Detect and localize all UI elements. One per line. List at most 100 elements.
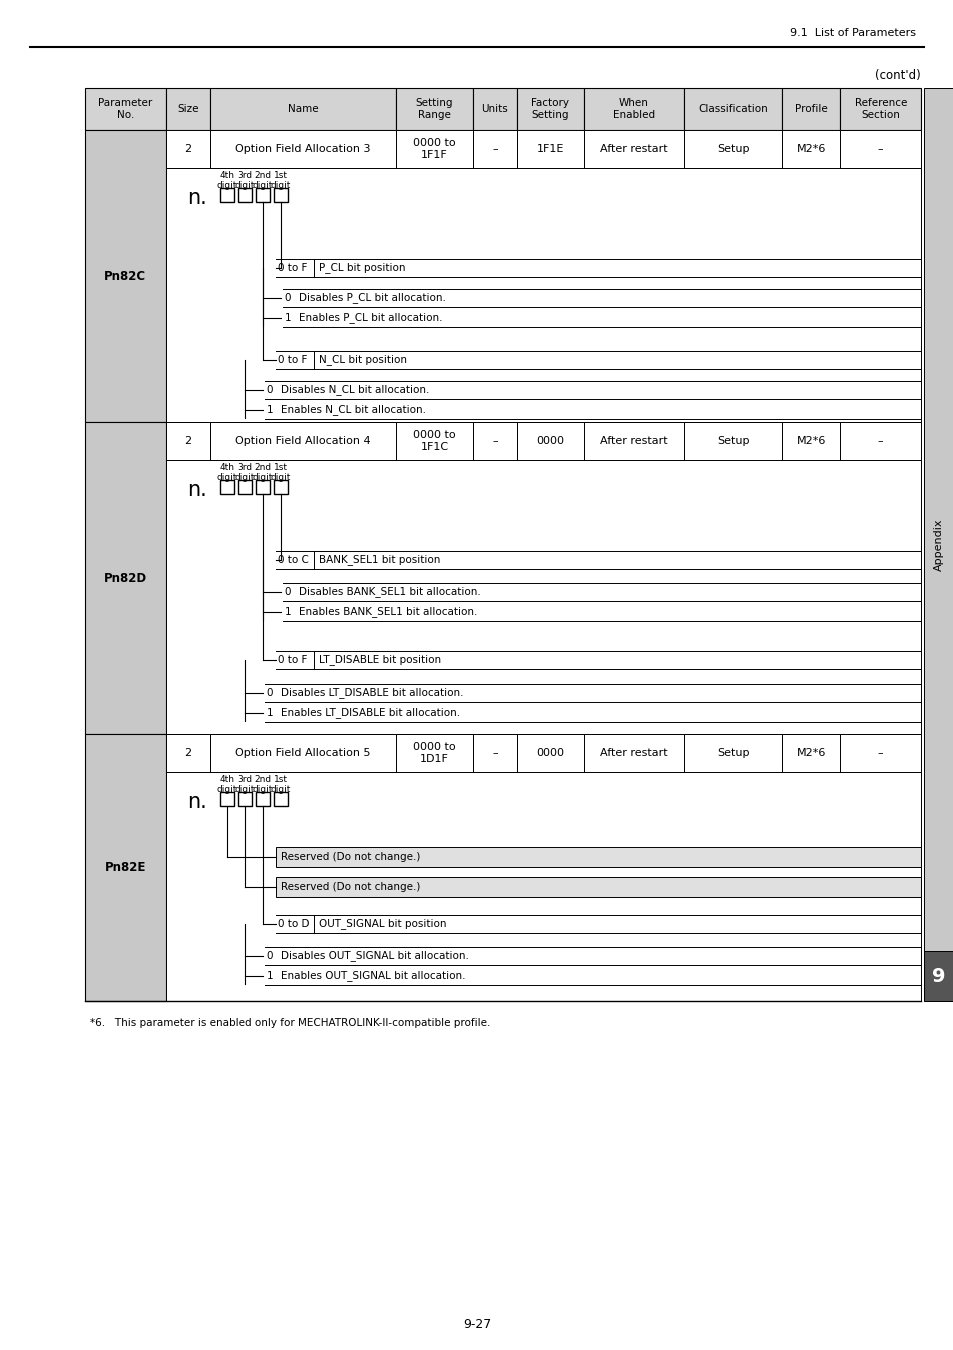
Text: Disables OUT_SIGNAL bit allocation.: Disables OUT_SIGNAL bit allocation. — [280, 950, 468, 961]
Text: Disables BANK_SEL1 bit allocation.: Disables BANK_SEL1 bit allocation. — [298, 586, 479, 598]
Text: 0 to D: 0 to D — [277, 919, 309, 929]
Bar — [923, 88, 953, 1000]
Bar — [583, 88, 683, 130]
Bar — [473, 130, 517, 167]
Bar — [275, 878, 920, 896]
Text: 1F1E: 1F1E — [537, 144, 563, 154]
Text: digit: digit — [270, 181, 291, 190]
Bar — [840, 88, 920, 130]
Bar — [583, 423, 683, 460]
Bar — [395, 130, 473, 167]
Bar — [237, 792, 252, 806]
Text: 0 to F: 0 to F — [277, 655, 307, 666]
Bar — [683, 423, 781, 460]
Text: 1: 1 — [266, 405, 273, 414]
Text: Reserved (Do not change.): Reserved (Do not change.) — [280, 882, 419, 892]
Text: digit: digit — [216, 786, 236, 795]
Text: Pn82E: Pn82E — [105, 861, 146, 873]
Bar — [840, 130, 920, 167]
Text: –: – — [877, 144, 882, 154]
Text: 2: 2 — [184, 144, 192, 154]
Text: Option Field Allocation 5: Option Field Allocation 5 — [235, 748, 371, 757]
Text: –: – — [877, 748, 882, 757]
Bar — [255, 481, 270, 494]
Text: 0000: 0000 — [536, 748, 564, 757]
Bar — [219, 188, 233, 202]
Text: M2*6: M2*6 — [796, 748, 825, 757]
Text: 1: 1 — [284, 608, 291, 617]
Bar — [583, 130, 683, 167]
Bar — [166, 130, 210, 167]
Text: digit: digit — [270, 786, 291, 795]
Text: digit: digit — [253, 786, 273, 795]
Bar — [85, 88, 166, 130]
Text: When
Enabled: When Enabled — [612, 99, 655, 120]
Bar — [781, 88, 840, 130]
Text: Pn82C: Pn82C — [104, 270, 146, 282]
Text: n.: n. — [188, 792, 207, 811]
Text: 0: 0 — [266, 688, 273, 698]
Text: Enables N_CL bit allocation.: Enables N_CL bit allocation. — [280, 405, 425, 416]
Text: Enables P_CL bit allocation.: Enables P_CL bit allocation. — [298, 313, 441, 324]
Text: digit: digit — [216, 181, 236, 190]
Text: –: – — [492, 748, 497, 757]
Text: 3rd: 3rd — [236, 775, 252, 784]
Bar — [395, 88, 473, 130]
Text: 0 to C: 0 to C — [277, 555, 308, 566]
Text: Factory
Setting: Factory Setting — [531, 99, 569, 120]
Bar — [237, 481, 252, 494]
Text: BANK_SEL1 bit position: BANK_SEL1 bit position — [318, 555, 439, 566]
Text: 9-27: 9-27 — [462, 1319, 491, 1331]
Text: Setting
Range: Setting Range — [416, 99, 453, 120]
Text: 2: 2 — [184, 748, 192, 757]
Text: M2*6: M2*6 — [796, 144, 825, 154]
Bar — [395, 423, 473, 460]
Text: Enables OUT_SIGNAL bit allocation.: Enables OUT_SIGNAL bit allocation. — [280, 971, 465, 981]
Bar — [781, 734, 840, 772]
Text: Units: Units — [481, 104, 508, 113]
Text: 1st: 1st — [274, 463, 287, 472]
Text: 4th: 4th — [219, 463, 233, 472]
Text: digit: digit — [253, 181, 273, 190]
Bar — [166, 88, 210, 130]
Text: 0: 0 — [284, 293, 291, 302]
Text: 9.1  List of Parameters: 9.1 List of Parameters — [789, 28, 915, 38]
Bar — [275, 846, 920, 867]
Bar — [274, 188, 287, 202]
Text: –: – — [492, 436, 497, 446]
Text: M2*6: M2*6 — [796, 436, 825, 446]
Bar — [781, 130, 840, 167]
Bar — [781, 423, 840, 460]
Text: digit: digit — [234, 181, 254, 190]
Text: Enables LT_DISABLE bit allocation.: Enables LT_DISABLE bit allocation. — [280, 707, 459, 718]
Text: LT_DISABLE bit position: LT_DISABLE bit position — [318, 655, 440, 666]
Text: 0: 0 — [284, 587, 291, 597]
Text: After restart: After restart — [599, 144, 667, 154]
Text: digit: digit — [234, 786, 254, 795]
Bar — [255, 188, 270, 202]
Bar — [517, 734, 583, 772]
Bar — [395, 734, 473, 772]
Text: After restart: After restart — [599, 436, 667, 446]
Bar — [85, 130, 166, 423]
Bar — [210, 130, 395, 167]
Text: Disables P_CL bit allocation.: Disables P_CL bit allocation. — [298, 293, 445, 304]
Bar — [840, 734, 920, 772]
Bar — [166, 772, 920, 1000]
Text: 0: 0 — [266, 950, 273, 961]
Text: (cont'd): (cont'd) — [874, 69, 920, 82]
Text: Classification: Classification — [698, 104, 767, 113]
Bar — [210, 88, 395, 130]
Bar — [237, 188, 252, 202]
Bar — [473, 734, 517, 772]
Text: OUT_SIGNAL bit position: OUT_SIGNAL bit position — [318, 918, 446, 929]
Text: Disables N_CL bit allocation.: Disables N_CL bit allocation. — [280, 385, 429, 396]
Bar — [473, 88, 517, 130]
Text: 4th: 4th — [219, 171, 233, 181]
Text: Disables LT_DISABLE bit allocation.: Disables LT_DISABLE bit allocation. — [280, 687, 462, 698]
Text: Setup: Setup — [716, 436, 749, 446]
Text: –: – — [492, 144, 497, 154]
Bar — [255, 792, 270, 806]
Text: Setup: Setup — [716, 748, 749, 757]
Text: 2nd: 2nd — [253, 775, 271, 784]
